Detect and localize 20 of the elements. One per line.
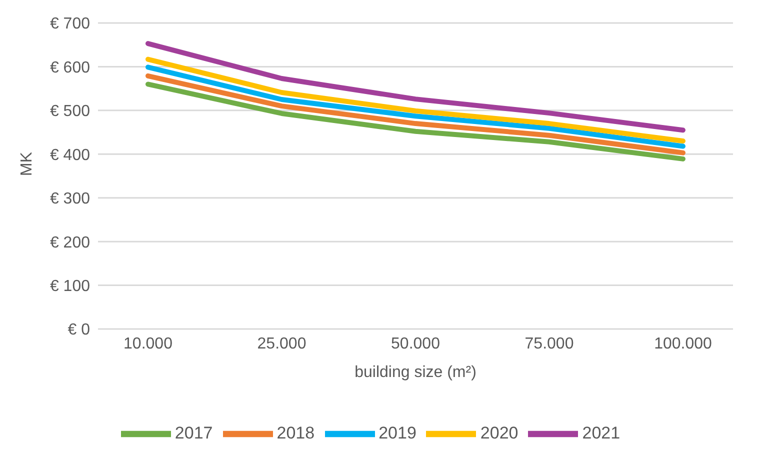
legend-label: 2020 bbox=[480, 423, 518, 442]
y-tick-label: € 600 bbox=[50, 59, 90, 76]
x-tick-label: 10.000 bbox=[124, 335, 173, 352]
x-tick-label: 25.000 bbox=[257, 335, 306, 352]
legend-label: 2021 bbox=[582, 423, 620, 442]
x-axis-title: building size (m²) bbox=[354, 364, 476, 381]
y-tick-label: € 700 bbox=[50, 16, 90, 33]
x-tick-label: 50.000 bbox=[391, 335, 440, 352]
y-tick-label: € 100 bbox=[50, 278, 90, 295]
y-tick-label: € 0 bbox=[68, 322, 90, 339]
x-tick-label: 75.000 bbox=[524, 335, 574, 352]
y-tick-label: € 300 bbox=[50, 190, 90, 208]
y-tick-label: € 200 bbox=[50, 234, 90, 252]
y-tick-label: € 400 bbox=[50, 146, 90, 164]
legend-label: 2018 bbox=[276, 423, 315, 442]
legend-label: 2019 bbox=[378, 423, 416, 442]
legend-label: 2017 bbox=[174, 423, 213, 442]
x-tick-label: 100.000 bbox=[654, 335, 712, 352]
y-tick-label: € 500 bbox=[50, 103, 90, 120]
y-axis-title: MK bbox=[18, 152, 36, 176]
